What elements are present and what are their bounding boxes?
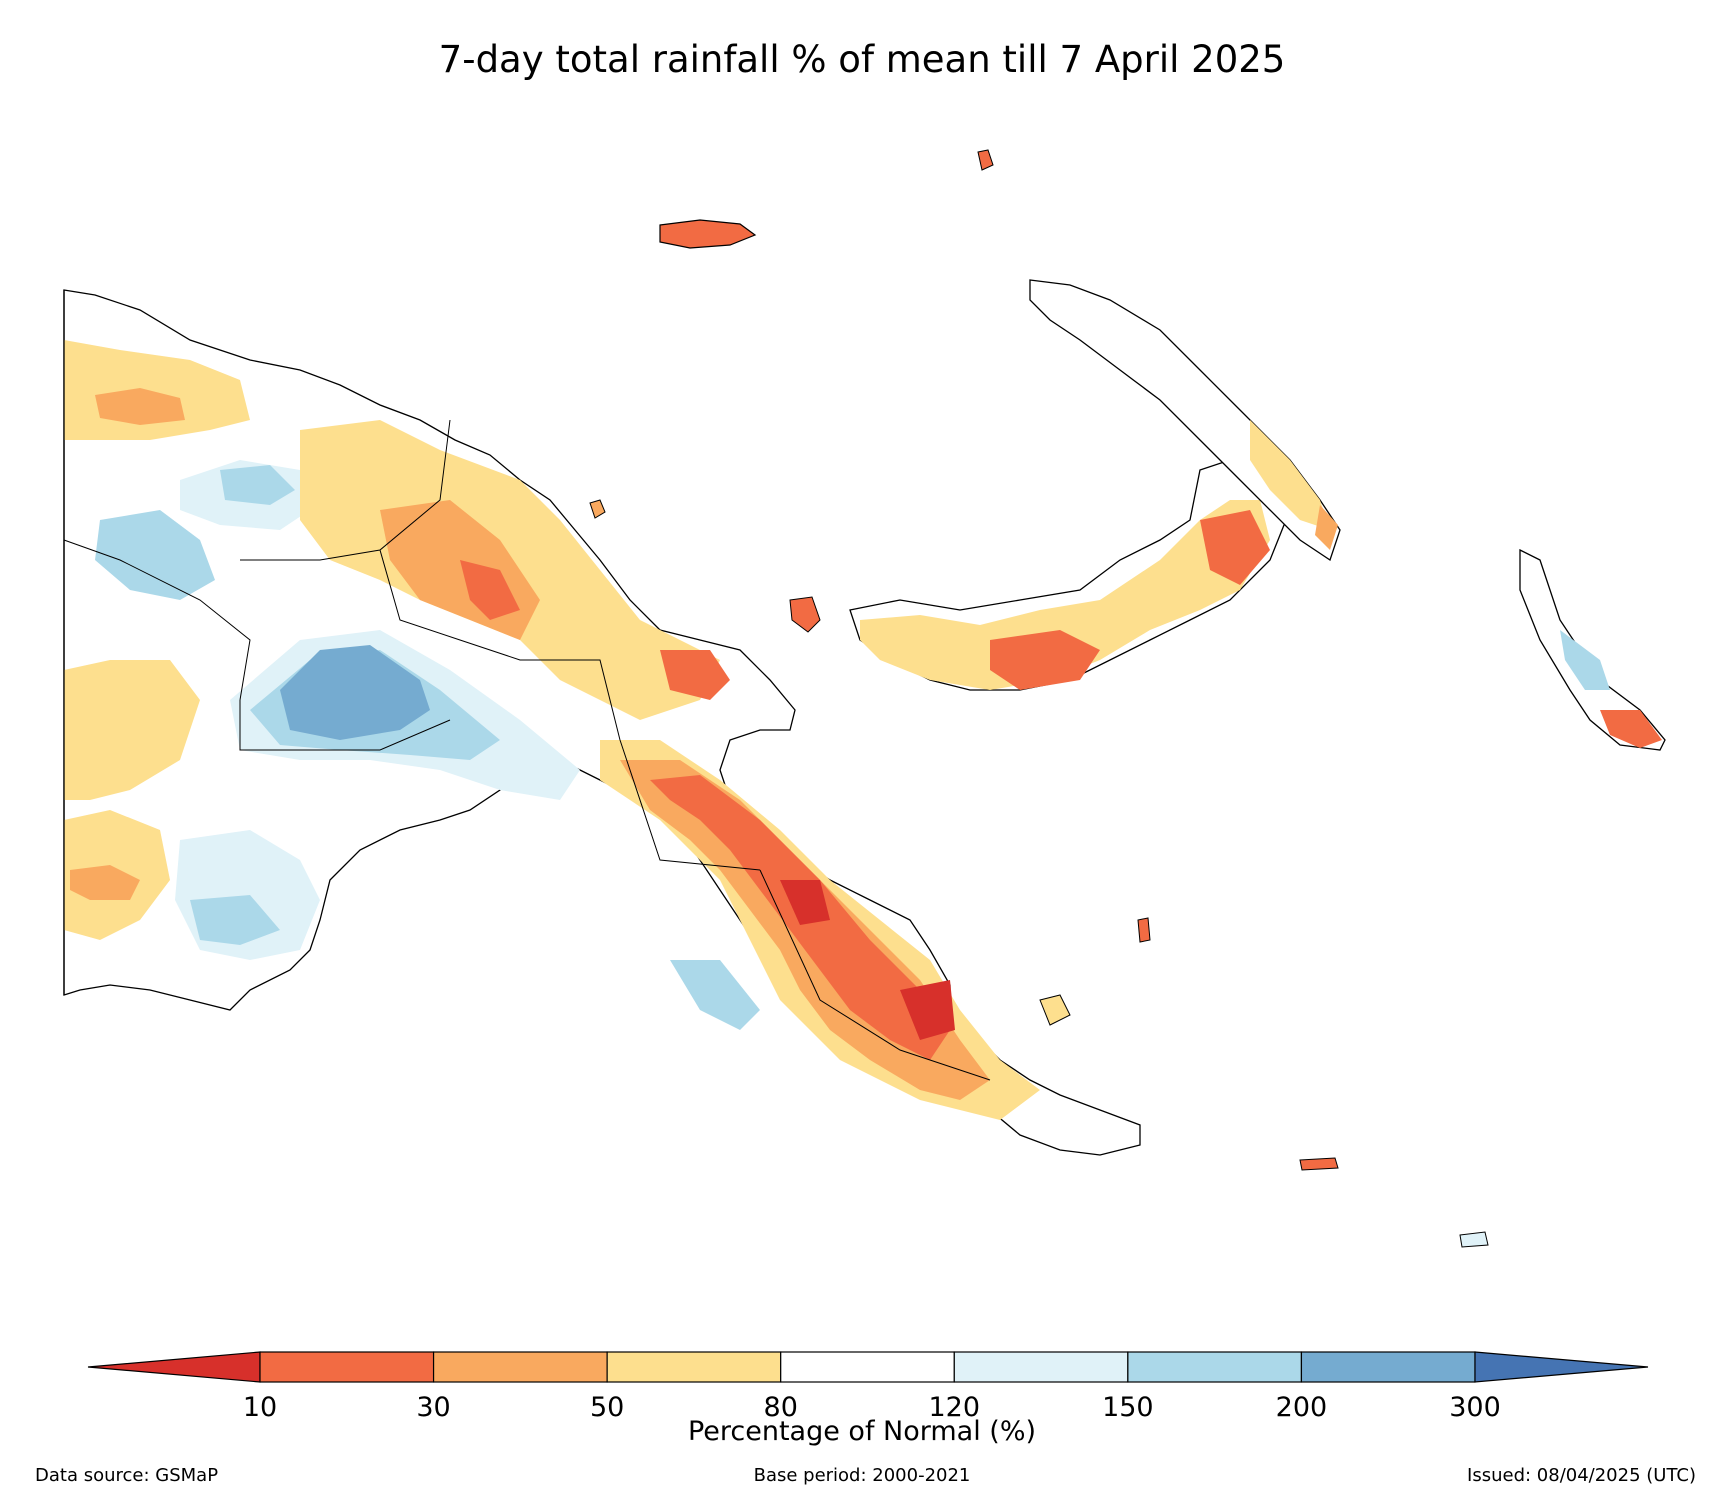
base-period: Base period: 2000-2021 bbox=[753, 1465, 971, 1486]
data-source: Data source: GSMaP bbox=[35, 1465, 219, 1486]
new-britain bbox=[849, 459, 1291, 691]
colorbar-tick-label: 80 bbox=[763, 1392, 798, 1423]
colorbar-segment bbox=[259, 1351, 435, 1383]
issued-date: Issued: 08/04/2025 (UTC) bbox=[1467, 1465, 1696, 1486]
colorbar-segment bbox=[606, 1351, 782, 1383]
zone-se-darkred bbox=[780, 880, 830, 925]
colorbar-segment bbox=[780, 1351, 955, 1383]
bougainville-orange bbox=[1600, 710, 1662, 748]
colorbar-segment bbox=[1300, 1351, 1476, 1383]
new-britain-orange bbox=[990, 630, 1100, 690]
map-title: 7-day total rainfall % of mean till 7 Ap… bbox=[438, 38, 1286, 81]
zone-se-darkred-2 bbox=[900, 980, 955, 1040]
new-britain-east-orange bbox=[1200, 510, 1270, 585]
mussau-island bbox=[977, 149, 994, 171]
bougainville bbox=[1519, 548, 1666, 751]
new-ireland-orange bbox=[1315, 505, 1338, 550]
zone-south-coast-blue bbox=[670, 960, 760, 1030]
long-island bbox=[789, 596, 821, 633]
trobriand-islands bbox=[1137, 917, 1151, 943]
bougainville-blue bbox=[1560, 630, 1610, 690]
colorbar-tick-label: 30 bbox=[416, 1392, 451, 1423]
provincial-boundaries bbox=[63, 419, 991, 1081]
new-ireland bbox=[1029, 279, 1341, 562]
colorbar-segment bbox=[953, 1351, 1129, 1383]
zone-south-blue bbox=[190, 895, 280, 945]
karkar-island bbox=[589, 499, 606, 519]
colorbar-tick-label: 200 bbox=[1275, 1392, 1328, 1423]
zone-sw-orange bbox=[70, 865, 140, 900]
zone-west-yellow-2 bbox=[64, 660, 200, 800]
colorbar-extend-low bbox=[87, 1351, 261, 1383]
colorbar-tick-label: 150 bbox=[1102, 1392, 1154, 1423]
zone-madang-orange bbox=[660, 650, 730, 700]
colorbar-extend-high bbox=[1474, 1351, 1649, 1383]
zone-west-orange bbox=[95, 388, 185, 425]
manus-island bbox=[659, 219, 757, 249]
colorbar-tick-label: 120 bbox=[928, 1392, 981, 1423]
colorbar-tick-label: 300 bbox=[1449, 1392, 1501, 1423]
mainland bbox=[63, 289, 1141, 1156]
zone-central-darkblue bbox=[280, 645, 430, 740]
colorbar-label: Percentage of Normal (%) bbox=[687, 1416, 1037, 1447]
colorbar-tick-label: 10 bbox=[242, 1392, 278, 1423]
zone-north-red bbox=[460, 560, 520, 620]
colorbar bbox=[87, 1351, 1649, 1383]
woodlark-island bbox=[1299, 1157, 1339, 1171]
zone-west-lightblue bbox=[95, 510, 215, 600]
zone-north-blue bbox=[220, 465, 295, 505]
new-ireland-base bbox=[1029, 279, 1341, 562]
new-britain-yellow bbox=[860, 500, 1270, 690]
colorbar-tick-label: 50 bbox=[589, 1392, 625, 1423]
colorbar-segment bbox=[432, 1351, 608, 1383]
new-ireland-yellow bbox=[1250, 420, 1330, 530]
rossel-island bbox=[1459, 1231, 1489, 1248]
colorbar-segment bbox=[1127, 1351, 1303, 1383]
d-entrecasteaux-islands bbox=[1039, 994, 1071, 1026]
